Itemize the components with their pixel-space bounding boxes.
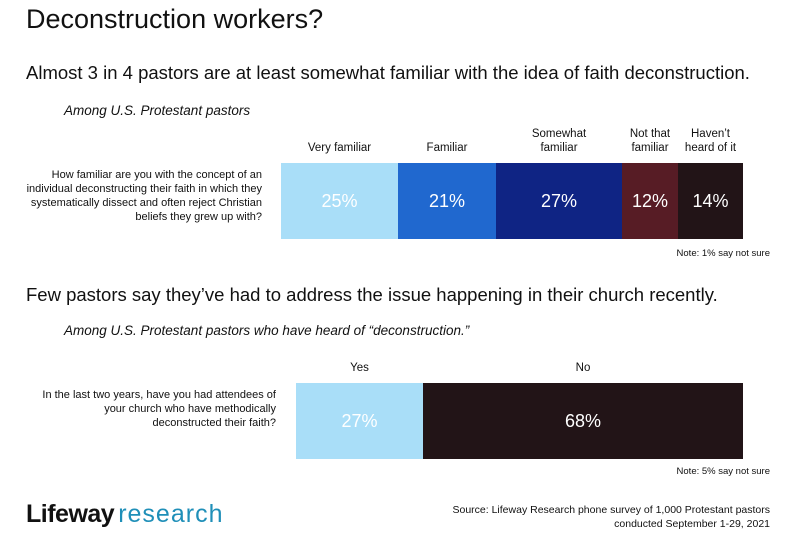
bar-segment: 27% (496, 163, 622, 239)
category-label-line: Not that (629, 128, 671, 140)
category-label-line: Yes (350, 362, 369, 374)
category-label-line: Haven’t (691, 128, 730, 140)
value-label: 14% (692, 190, 729, 211)
logo-lifeway-text: Lifeway (26, 500, 115, 528)
value-label: 21% (428, 190, 466, 211)
category-label-line: Somewhat (531, 128, 587, 140)
source-line-2: conducted September 1-29, 2021 (614, 518, 770, 530)
category-label-line: Very familiar (307, 142, 372, 154)
value-label: 25% (321, 190, 358, 211)
chart-2-subtitle: Among U.S. Protestant pastors who have h… (64, 323, 470, 338)
bar-segment: 21% (398, 163, 496, 239)
chart-1-stacked-bar: Very familiar 25% Familiar 21% Somewhat famil… (281, 120, 743, 239)
chart-2-question: In the last two years, have you had atte… (42, 389, 276, 429)
chart-2-headline: Few pastors say they’ve had to address t… (26, 284, 718, 305)
bar-segment: 68% (423, 383, 743, 459)
chart-1-headline: Almost 3 in 4 pastors are at least somew… (26, 62, 750, 83)
value-label: 68% (564, 410, 602, 431)
category-label-line: Familiar (426, 142, 468, 154)
category-label-line: familiar (540, 142, 578, 154)
logo-research-text: research (118, 500, 224, 528)
chart-1-note: Note: 1% say not sure (676, 248, 770, 259)
lifeway-research-logo: Lifeway research (26, 500, 223, 529)
chart-2-note: Note: 5% say not sure (676, 466, 770, 477)
bar-segment: 27% (296, 383, 423, 459)
source-note: Source: Lifeway Research phone survey of… (452, 503, 770, 531)
category-label: Yes (296, 361, 423, 375)
category-label: Not that familiar (622, 127, 678, 155)
value-label: 27% (341, 410, 378, 431)
category-label: Familiar (398, 141, 496, 155)
value-label: 12% (631, 190, 669, 211)
chart-1-subtitle: Among U.S. Protestant pastors (64, 103, 251, 118)
chart-2-stacked-bar: Yes 27% No 68% (296, 356, 743, 459)
category-label-line: No (575, 362, 591, 374)
value-label: 27% (540, 190, 578, 211)
category-label-line: familiar (631, 142, 669, 154)
category-label: Haven’t heard of it (678, 127, 743, 155)
source-line-1: Source: Lifeway Research phone survey of… (452, 504, 770, 516)
category-label: Somewhat familiar (496, 127, 622, 155)
bar-segment: 25% (281, 163, 398, 239)
category-label: No (423, 361, 743, 375)
bar-segment: 12% (622, 163, 678, 239)
chart-title: Deconstruction workers? (26, 4, 324, 34)
chart-1-question: How familiar are you with the concept of… (26, 169, 262, 223)
category-label-line: heard of it (684, 142, 737, 154)
bar-segment: 14% (678, 163, 743, 239)
category-label: Very familiar (281, 141, 398, 155)
